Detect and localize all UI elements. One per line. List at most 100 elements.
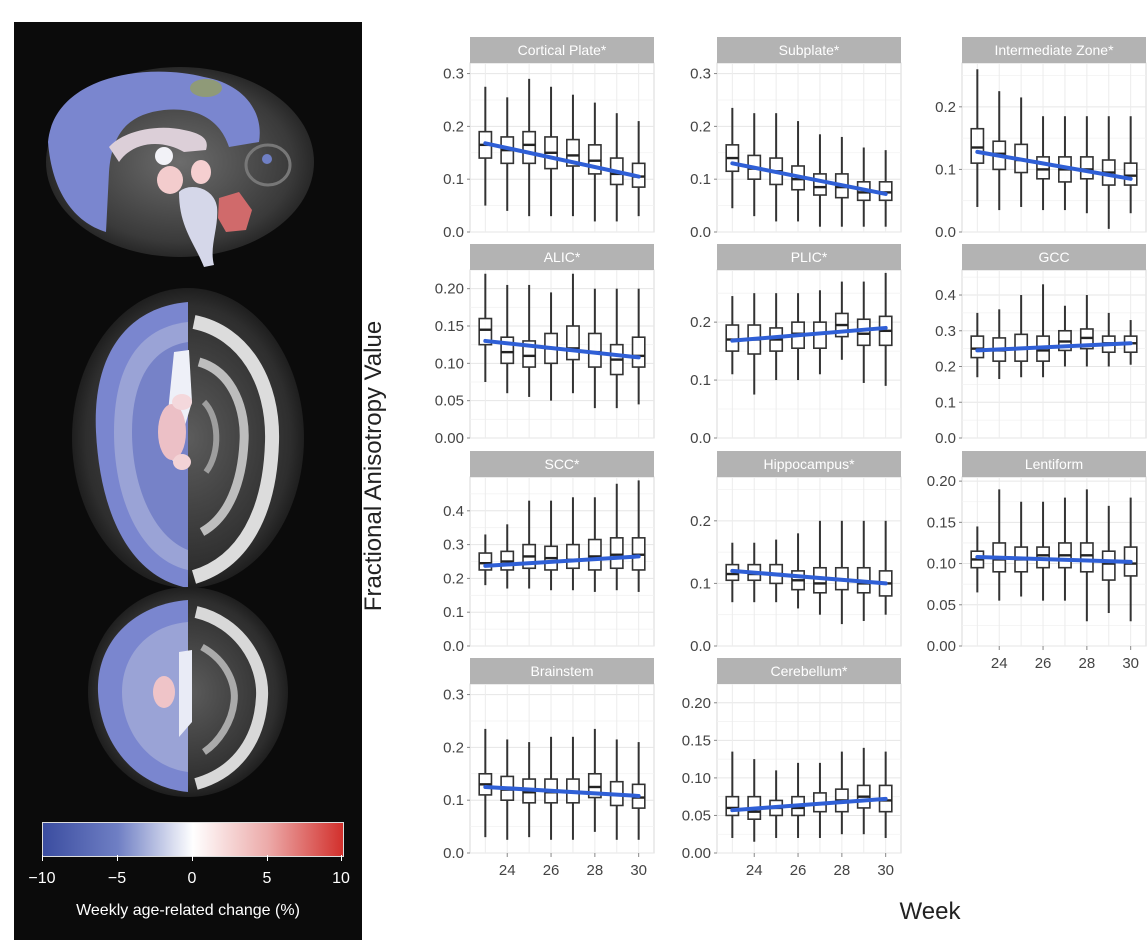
y-tick-label: 0.2 (443, 570, 464, 587)
brain-atlas-panel: −10 −5 0 5 10 Weekly age-related change … (14, 22, 362, 940)
box (522, 130, 537, 165)
y-tick-label: 0.0 (443, 224, 464, 241)
y-tick-label: 0.2 (935, 99, 956, 116)
y-tick-label: 0.0 (690, 224, 711, 241)
y-tick-label: 0.1 (690, 575, 711, 592)
facet-panel: 0.0 0.1 0.2 0.3 Cortical Plate* (443, 37, 655, 241)
y-tick-label: 0.05 (435, 393, 464, 410)
plot-background (961, 62, 1147, 233)
x-tick-label: 24 (746, 862, 763, 879)
facet-panel: 0.00 0.05 0.10 0.15 0.20 Lentiform 24 26 28 30 (927, 451, 1147, 672)
x-tick-label: 30 (630, 862, 647, 879)
box (1079, 156, 1094, 180)
y-tick-label: 0.1 (443, 171, 464, 188)
box (566, 138, 580, 167)
x-tick-label: 26 (543, 862, 560, 879)
box (725, 795, 740, 817)
y-tick-label: 0.3 (935, 323, 956, 340)
y-tick-label: 0.20 (927, 473, 956, 490)
box (609, 537, 624, 570)
brain-slices-image (46, 67, 314, 797)
facet-panel: 0.0 0.1 0.2 0.3 Subplate* (690, 37, 902, 241)
plot-background (716, 269, 902, 439)
y-tick-label: 0.2 (690, 314, 711, 331)
box (631, 336, 646, 368)
y-tick-label: 0.00 (435, 430, 464, 447)
y-tick-label: 0.4 (935, 287, 956, 304)
y-tick-label: 0.3 (690, 66, 711, 83)
x-axis-label: Week (899, 898, 961, 925)
y-tick-label: 0.2 (443, 739, 464, 756)
plot-background (716, 476, 902, 647)
x-tick-label: 24 (991, 655, 1008, 672)
facet-strip (962, 37, 1146, 63)
x-tick-label: 24 (499, 862, 516, 879)
y-tick-label: 0.00 (682, 845, 711, 862)
trend-line (975, 341, 1133, 353)
y-tick-label: 0.3 (443, 687, 464, 704)
trend-line (483, 338, 641, 360)
box (813, 173, 827, 196)
y-tick-label: 0.10 (682, 770, 711, 787)
facet-strip (962, 451, 1146, 477)
trend-line (730, 568, 888, 586)
facet-strip (470, 244, 654, 270)
y-tick-label: 0.2 (690, 118, 711, 135)
sagittal-slice (46, 67, 314, 267)
x-tick-label: 28 (834, 862, 851, 879)
facet-strip (470, 37, 654, 63)
x-tick-label: 28 (1079, 655, 1096, 672)
y-tick-label: 0.1 (690, 372, 711, 389)
facet-title: Hippocampus* (763, 456, 855, 472)
plot-background (469, 269, 655, 439)
facet-title: PLIC* (791, 249, 828, 265)
facet-title: Cerebellum* (770, 663, 848, 679)
facet-panel: 0.00 0.05 0.10 0.15 0.20 ALIC* (435, 244, 655, 447)
y-tick-label: 0.00 (927, 638, 956, 655)
box (566, 325, 580, 361)
x-tick-label: 26 (1035, 655, 1052, 672)
y-tick-label: 0.1 (690, 171, 711, 188)
facet-panel: 0.0 0.1 0.2 PLIC* (690, 244, 902, 447)
y-tick-label: 0.2 (690, 513, 711, 530)
y-tick-label: 0.10 (435, 355, 464, 372)
y-tick-label: 0.2 (935, 359, 956, 376)
trend-line (483, 141, 641, 179)
axial-slice-lower (88, 587, 288, 797)
facet-strip (717, 658, 901, 684)
facet-chart: 0.0 0.1 0.2 0.3 Cortical Plate* 0.0 0.1 0.2 0.3 S… (435, 37, 1147, 879)
y-tick-label: 0.1 (935, 394, 956, 411)
y-tick-label: 0.2 (443, 118, 464, 135)
axial-slice-middle (72, 288, 304, 588)
trend-line (730, 325, 888, 343)
facet-strip (470, 658, 654, 684)
facet-strip (962, 244, 1146, 270)
trend-line (483, 554, 641, 568)
y-tick-label: 0.3 (443, 66, 464, 83)
box (878, 181, 893, 202)
facet-title: ALIC* (544, 249, 581, 265)
facet-title: SCC* (544, 456, 580, 472)
facet-title: Intermediate Zone* (994, 42, 1114, 58)
box (1123, 162, 1138, 186)
y-tick-label: 0.1 (443, 792, 464, 809)
plot-background (716, 62, 902, 233)
facet-panel: 0.0 0.1 0.2 0.3 0.4 GCC (935, 244, 1147, 447)
facet-title: Cortical Plate* (518, 42, 607, 58)
box (1036, 156, 1050, 180)
x-tick-label: 30 (877, 862, 894, 879)
y-tick-label: 0.0 (443, 845, 464, 862)
facet-strip (717, 451, 901, 477)
y-tick-label: 0.20 (435, 281, 464, 298)
x-tick-label: 28 (587, 862, 604, 879)
y-tick-label: 0.3 (443, 537, 464, 554)
plot-background (469, 683, 655, 854)
facet-panel: 0.0 0.1 0.2 Hippocampus* (690, 451, 902, 655)
facet-title: GCC (1038, 249, 1069, 265)
y-tick-label: 0.0 (690, 430, 711, 447)
y-tick-label: 0.15 (927, 514, 956, 531)
facet-strip (470, 451, 654, 477)
box (587, 538, 602, 571)
box (566, 543, 580, 570)
box (725, 324, 740, 352)
